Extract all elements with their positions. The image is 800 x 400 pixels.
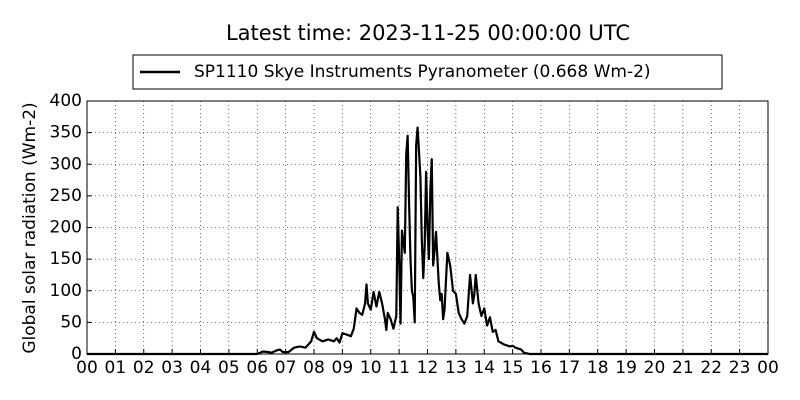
x-tick-label: 10 <box>360 358 382 378</box>
x-tick-label: 17 <box>559 358 581 378</box>
x-tick-label: 01 <box>105 358 127 378</box>
y-tick-label: 150 <box>50 249 82 269</box>
x-tick-label: 03 <box>161 358 183 378</box>
x-tick-label: 15 <box>502 358 524 378</box>
x-tick-label: 14 <box>473 358 495 378</box>
x-tick-label: 13 <box>445 358 467 378</box>
legend-label: SP1110 Skye Instruments Pyranometer (0.6… <box>194 62 651 82</box>
y-tick-label: 400 <box>50 91 82 111</box>
x-tick-label: 09 <box>332 358 354 378</box>
x-tick-label: 02 <box>133 358 155 378</box>
data-line <box>87 126 768 356</box>
y-axis-label: Global solar radiation (Wm-2) <box>20 102 40 353</box>
y-tick-label: 200 <box>50 218 82 238</box>
x-tick-label: 23 <box>729 358 751 378</box>
x-tick-label: 20 <box>644 358 666 378</box>
y-tick-label: 250 <box>50 186 82 206</box>
y-tick-label: 100 <box>50 281 82 301</box>
plot-frame <box>86 100 769 355</box>
x-tick-label: 16 <box>530 358 552 378</box>
x-tick-label: 05 <box>218 358 240 378</box>
x-tick-label: 00 <box>76 358 98 378</box>
x-tick-label: 18 <box>587 358 609 378</box>
legend-box <box>132 54 723 90</box>
y-tick-label: 50 <box>60 312 82 332</box>
y-tick-label: 0 <box>71 344 82 364</box>
y-tick-label: 300 <box>50 154 82 174</box>
x-tick-label: 07 <box>275 358 297 378</box>
chart-title: Latest time: 2023-11-25 00:00:00 UTC <box>226 21 630 45</box>
x-tick-label: 00 <box>757 358 779 378</box>
x-tick-label: 08 <box>303 358 325 378</box>
x-tick-label: 06 <box>246 358 268 378</box>
y-tick-label: 350 <box>50 123 82 143</box>
x-tick-label: 11 <box>388 358 410 378</box>
x-tick-label: 22 <box>700 358 722 378</box>
x-tick-label: 21 <box>672 358 694 378</box>
x-tick-label: 04 <box>190 358 212 378</box>
x-tick-label: 12 <box>417 358 439 378</box>
x-tick-label: 19 <box>615 358 637 378</box>
